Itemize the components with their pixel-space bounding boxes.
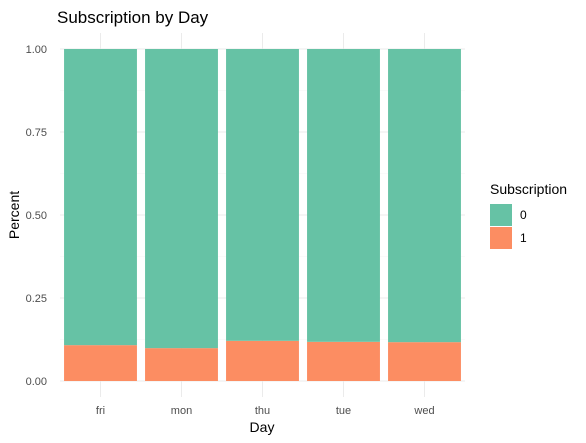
bars <box>64 49 461 381</box>
y-tick-label: 0.25 <box>26 293 47 305</box>
y-tick-label: 0.50 <box>26 210 47 222</box>
bar-fri-subscription-0 <box>64 49 137 346</box>
legend: Subscription 0 1 <box>490 181 567 249</box>
bar-tue-subscription-0 <box>307 49 380 342</box>
bar-thu-subscription-1 <box>226 340 299 381</box>
x-tick-label: wed <box>413 405 434 417</box>
bar-wed-subscription-1 <box>388 342 461 381</box>
x-axis-ticks: fri mon thu tue wed <box>96 405 435 417</box>
y-axis-title: Percent <box>6 191 22 239</box>
x-tick-label: fri <box>96 405 105 417</box>
y-axis-ticks: 0.00 0.25 0.50 0.75 1.00 <box>26 44 47 388</box>
bar-wed-subscription-0 <box>388 49 461 343</box>
y-tick-label: 0.75 <box>26 127 47 139</box>
legend-title: Subscription <box>490 181 567 197</box>
bar-thu-subscription-0 <box>226 49 299 341</box>
chart-title: Subscription by Day <box>57 8 209 27</box>
x-tick-label: mon <box>171 405 192 417</box>
y-tick-label: 0.00 <box>26 376 47 388</box>
x-tick-label: tue <box>336 405 351 417</box>
x-axis-title: Day <box>250 419 275 435</box>
legend-key-0 <box>490 204 512 226</box>
bar-tue-subscription-1 <box>307 341 380 381</box>
legend-key-1 <box>490 227 512 249</box>
bar-mon-subscription-1 <box>145 348 218 381</box>
bar-mon-subscription-0 <box>145 49 218 349</box>
x-tick-label: thu <box>255 405 270 417</box>
y-tick-label: 1.00 <box>26 44 47 56</box>
legend-label: 0 <box>520 208 527 222</box>
legend-label: 1 <box>520 231 527 245</box>
bar-fri-subscription-1 <box>64 345 137 381</box>
